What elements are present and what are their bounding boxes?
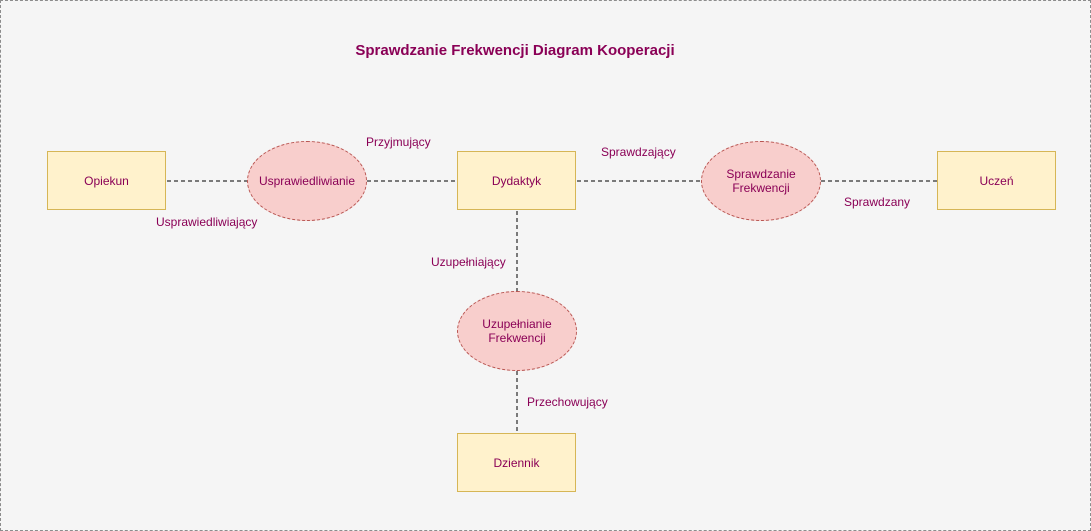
usecase-usprawiedliwianie[interactable]: Usprawiedliwianie — [247, 141, 367, 221]
actor-label: Dydaktyk — [491, 173, 542, 188]
actor-uczen[interactable]: Uczeń — [937, 151, 1056, 210]
actor-opiekun[interactable]: Opiekun — [47, 151, 166, 210]
role-label-sprawdzajacy: Sprawdzający — [601, 145, 676, 159]
actor-dziennik[interactable]: Dziennik — [457, 433, 576, 492]
role-label-usprawiedliwiajacy: Usprawiedliwiający — [156, 215, 258, 229]
usecase-label: Uzupełnianie Frekwencji — [482, 317, 552, 345]
usecase-uzupelnianie-frekwencji[interactable]: Uzupełnianie Frekwencji — [457, 291, 577, 371]
role-label-przyjmujacy: Przyjmujący — [366, 135, 431, 149]
role-label-uzupelniajacy: Uzupełniający — [431, 255, 506, 269]
usecase-sprawdzanie-frekwencji[interactable]: Sprawdzanie Frekwencji — [701, 141, 821, 221]
role-label-sprawdzany: Sprawdzany — [844, 195, 911, 209]
actor-label: Uczeń — [979, 173, 1014, 188]
usecase-label: Sprawdzanie Frekwencji — [726, 167, 796, 195]
diagram-title: Sprawdzanie Frekwencji Diagram Kooperacj… — [355, 42, 675, 59]
role-label-przechowujacy: Przechowujący — [527, 395, 608, 409]
usecase-label: Usprawiedliwianie — [258, 174, 356, 188]
actor-label: Dziennik — [493, 455, 540, 470]
actor-dydaktyk[interactable]: Dydaktyk — [457, 151, 576, 210]
actor-label: Opiekun — [84, 173, 129, 188]
